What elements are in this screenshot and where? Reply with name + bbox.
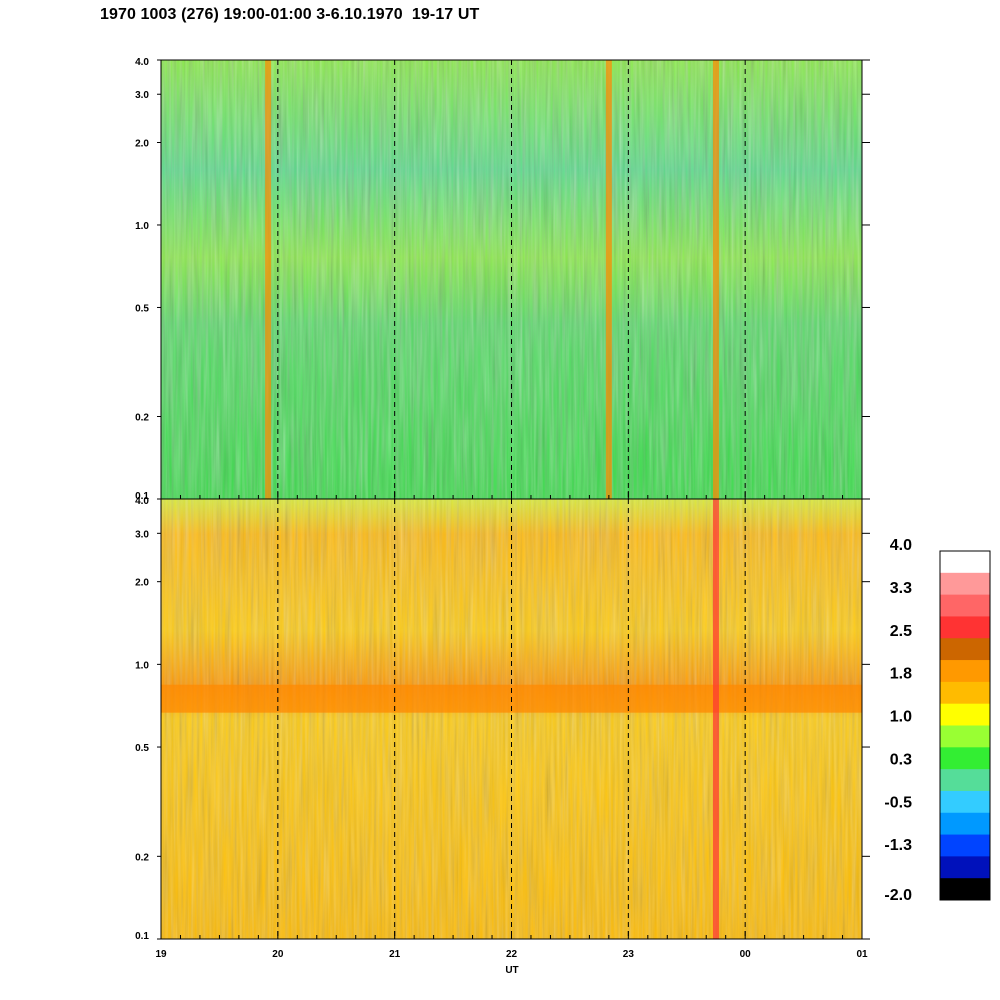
colorbar-label: 2.5 bbox=[890, 623, 912, 640]
y-tick-label: 4.0 bbox=[135, 57, 149, 68]
colorbar-label: -2.0 bbox=[884, 887, 912, 904]
colorbar-swatch bbox=[940, 856, 990, 879]
x-tick-label: 22 bbox=[506, 949, 518, 960]
y-tick-label: 0.5 bbox=[135, 743, 149, 754]
colorbar-swatch bbox=[940, 681, 990, 705]
colorbar-swatch bbox=[940, 616, 990, 639]
colorbar: 4.0 3.3 2.5 1.8 1.0 0.3 -0.5 -1.3 -2.0 bbox=[884, 537, 991, 904]
colorbar-frame bbox=[939, 550, 991, 901]
colorbar-swatch bbox=[940, 725, 990, 748]
y-tick-label: 0.2 bbox=[135, 413, 149, 424]
y-tick-label: 3.0 bbox=[135, 529, 149, 540]
colorbar-swatch bbox=[940, 834, 990, 857]
colorbar-swatch bbox=[940, 551, 990, 574]
y-tick-label: 0.2 bbox=[135, 852, 149, 863]
y-tick-label: 2.0 bbox=[135, 138, 149, 149]
colorbar-swatch bbox=[940, 660, 990, 683]
y-tick-label: 1.0 bbox=[135, 221, 149, 232]
y-tick-label: 0.1 bbox=[135, 931, 149, 942]
colorbar-swatch bbox=[940, 812, 990, 836]
x-tick-label: 19 bbox=[155, 949, 167, 960]
x-axis: 19 20 21 22 23 00 01 UT bbox=[155, 949, 868, 976]
colorbar-swatch bbox=[940, 747, 990, 770]
y-tick-label: 0.1 bbox=[135, 491, 149, 502]
chart-title: 1970 1003 (276) 19:00-01:00 3-6.10.1970 … bbox=[100, 6, 480, 23]
colorbar-swatch bbox=[940, 703, 990, 726]
y-tick-label: 4.0 bbox=[135, 496, 149, 507]
colorbar-swatch bbox=[940, 769, 990, 792]
emission-streak bbox=[605, 60, 612, 499]
colorbar-swatch bbox=[940, 594, 990, 617]
lower-panel: 4.0 3.0 2.0 1.0 0.5 0.2 0.1 bbox=[135, 496, 870, 942]
x-tick-label: 00 bbox=[740, 949, 752, 960]
colorbar-label: 1.8 bbox=[890, 666, 912, 683]
y-tick-label: 0.5 bbox=[135, 303, 149, 314]
emission-streak bbox=[712, 499, 719, 939]
y-tick-label: 3.0 bbox=[135, 90, 149, 101]
colorbar-label: -0.5 bbox=[884, 794, 912, 811]
colorbar-swatch bbox=[940, 572, 990, 596]
colorbar-swatch bbox=[940, 638, 990, 661]
colorbar-label: 0.3 bbox=[890, 751, 912, 768]
upper-panel: 4.0 3.0 2.0 1.0 0.5 0.2 0.1 bbox=[135, 57, 870, 502]
colorbar-label: 1.0 bbox=[890, 709, 912, 726]
y-tick-label: 2.0 bbox=[135, 578, 149, 589]
x-axis-label: UT bbox=[505, 965, 518, 976]
x-tick-label: 23 bbox=[623, 949, 635, 960]
colorbar-label: -1.3 bbox=[884, 837, 912, 854]
y-tick-label: 1.0 bbox=[135, 660, 149, 671]
emission-streak bbox=[265, 60, 272, 499]
colorbar-label: 3.3 bbox=[890, 580, 912, 597]
colorbar-swatch bbox=[940, 878, 990, 901]
x-tick-label: 01 bbox=[856, 949, 868, 960]
x-tick-label: 21 bbox=[389, 949, 401, 960]
colorbar-label: 4.0 bbox=[890, 537, 912, 554]
colorbar-swatch bbox=[940, 790, 990, 814]
emission-streak bbox=[712, 60, 719, 499]
x-tick-label: 20 bbox=[272, 949, 284, 960]
